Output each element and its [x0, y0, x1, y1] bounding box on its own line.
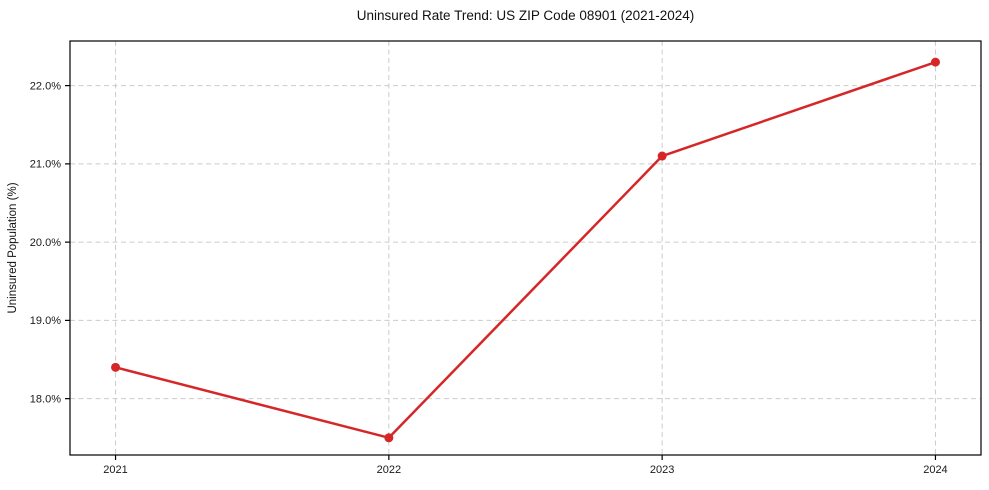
x-tick-label: 2022	[377, 464, 401, 476]
x-tick-label: 2024	[923, 464, 947, 476]
trend-line	[114, 60, 937, 440]
x-tick-label: 2021	[103, 464, 127, 476]
y-tick-label: 21.0%	[30, 159, 61, 171]
data-point-marker	[657, 151, 667, 161]
y-tick-label: 20.0%	[30, 237, 61, 249]
data-point-marker	[111, 362, 121, 372]
x-tick-label: 2023	[650, 464, 674, 476]
y-tick-label: 18.0%	[30, 394, 61, 406]
data-point-marker	[384, 433, 394, 443]
plot-border	[69, 40, 982, 456]
data-point-marker	[930, 57, 940, 67]
chart-title: Uninsured Rate Trend: US ZIP Code 08901 …	[356, 8, 695, 23]
y-tick-label: 22.0%	[30, 80, 61, 92]
y-tick-label: 19.0%	[30, 315, 61, 327]
